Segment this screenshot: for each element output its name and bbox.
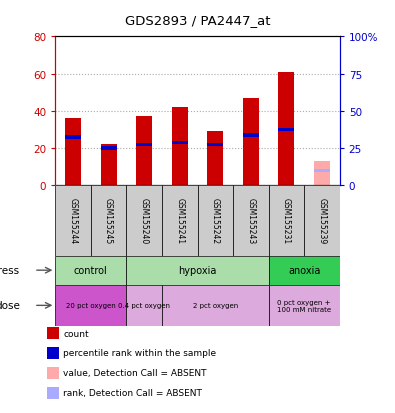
Text: GSM155239: GSM155239: [318, 198, 326, 244]
Bar: [269, 186, 304, 256]
Bar: [91, 186, 126, 256]
Text: count: count: [63, 329, 89, 338]
Text: GSM155241: GSM155241: [175, 198, 184, 244]
Bar: [269, 256, 340, 285]
Bar: [304, 186, 340, 256]
Bar: [198, 186, 233, 256]
Bar: [207, 132, 223, 186]
Bar: [207, 143, 223, 147]
Text: GSM155243: GSM155243: [246, 198, 255, 244]
Text: value, Detection Call = ABSENT: value, Detection Call = ABSENT: [63, 368, 207, 377]
Text: control: control: [74, 266, 108, 275]
Text: GSM155231: GSM155231: [282, 198, 291, 244]
Bar: [243, 98, 259, 186]
Bar: [65, 136, 81, 139]
Bar: [65, 119, 81, 186]
Bar: [136, 143, 152, 147]
Text: 20 pct oxygen: 20 pct oxygen: [66, 303, 116, 309]
Bar: [278, 73, 294, 186]
Bar: [162, 285, 269, 326]
Bar: [55, 256, 126, 285]
Bar: [172, 108, 188, 186]
Bar: [172, 141, 188, 145]
Bar: [126, 256, 269, 285]
Text: GSM155245: GSM155245: [104, 198, 113, 244]
Bar: [136, 117, 152, 186]
Bar: [126, 186, 162, 256]
Text: GDS2893 / PA2447_at: GDS2893 / PA2447_at: [125, 14, 270, 27]
Text: 2 pct oxygen: 2 pct oxygen: [193, 303, 238, 309]
Text: GSM155242: GSM155242: [211, 198, 220, 244]
Bar: [233, 186, 269, 256]
Bar: [269, 285, 340, 326]
Text: rank, Detection Call = ABSENT: rank, Detection Call = ABSENT: [63, 388, 202, 397]
Text: anoxia: anoxia: [288, 266, 320, 275]
Text: stress: stress: [0, 266, 20, 275]
Bar: [243, 134, 259, 138]
Text: dose: dose: [0, 301, 20, 311]
Bar: [101, 145, 117, 186]
Text: 0.4 pct oxygen: 0.4 pct oxygen: [118, 303, 170, 309]
Bar: [162, 186, 198, 256]
Bar: [314, 169, 330, 173]
Bar: [55, 186, 91, 256]
Text: 0 pct oxygen +
100 mM nitrate: 0 pct oxygen + 100 mM nitrate: [277, 299, 331, 312]
Text: GSM155244: GSM155244: [69, 198, 77, 244]
Text: percentile rank within the sample: percentile rank within the sample: [63, 349, 216, 358]
Bar: [278, 128, 294, 132]
Text: hypoxia: hypoxia: [178, 266, 217, 275]
Bar: [55, 285, 126, 326]
Bar: [101, 147, 117, 150]
Bar: [126, 285, 162, 326]
Bar: [314, 161, 330, 186]
Text: GSM155240: GSM155240: [140, 198, 149, 244]
